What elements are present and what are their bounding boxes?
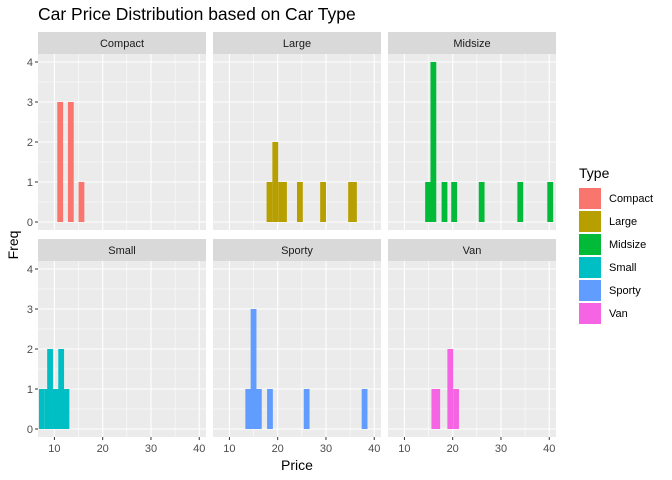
legend-label-large: Large	[609, 216, 637, 228]
bar-compact	[78, 182, 85, 222]
facet-strip	[213, 239, 381, 261]
bar-large	[281, 182, 287, 222]
facet-strip	[213, 32, 381, 54]
y-axis-title: Freq	[5, 231, 21, 260]
bar-midsize	[425, 182, 431, 222]
x-tick-label: 40	[543, 443, 555, 455]
x-tick-label: 10	[398, 443, 410, 455]
legend-title: Type	[579, 165, 610, 181]
y-tick-label: 1	[27, 384, 33, 396]
legend-key-compact	[579, 188, 601, 209]
facet-strip-label: Van	[463, 245, 482, 257]
legend-label-compact: Compact	[609, 193, 653, 205]
bar-small	[52, 389, 59, 429]
legend-key-van	[579, 303, 601, 324]
facet-strip-label: Compact	[100, 38, 144, 50]
bar-sporty	[303, 389, 310, 429]
x-tick-label: 10	[223, 443, 235, 455]
facet-strip	[388, 32, 556, 54]
bar-sporty	[267, 389, 273, 429]
facet-strip-label: Sporty	[281, 245, 313, 257]
legend-label-small: Small	[609, 262, 637, 274]
y-tick-label: 3	[27, 97, 33, 109]
bar-sporty	[255, 389, 262, 429]
y-tick-label: 2	[27, 344, 33, 356]
x-tick-label: 20	[447, 443, 459, 455]
y-tick-label: 4	[27, 57, 33, 69]
bar-small	[47, 349, 53, 429]
bar-midsize	[441, 182, 448, 222]
facet-strip-label: Midsize	[453, 38, 490, 50]
bar-midsize	[451, 182, 458, 222]
bar-midsize	[430, 62, 437, 222]
legend-key-small	[579, 257, 601, 278]
bar-sporty	[361, 389, 368, 429]
bar-midsize	[547, 182, 554, 222]
x-tick-label: 30	[320, 443, 332, 455]
facet-strip-label: Large	[283, 38, 311, 50]
facet-strip	[38, 239, 206, 261]
y-tick-label: 1	[27, 177, 33, 189]
y-tick-label: 3	[27, 304, 33, 316]
chart-title: Car Price Distribution based on Car Type	[38, 4, 356, 24]
legend-key-midsize	[579, 234, 601, 255]
bar-small	[38, 389, 45, 429]
bar-van	[453, 389, 459, 429]
facet-small: Small 0 1 2 3 4 10 20 30 40	[27, 239, 206, 455]
bar-sporty	[245, 389, 252, 429]
facet-midsize: Midsize	[388, 32, 556, 230]
bar-van	[434, 389, 441, 429]
bar-midsize	[517, 182, 524, 222]
facet-van: Van 10 20 30 40	[388, 239, 556, 455]
facet-compact: Compact 0 1 2 3 4	[27, 32, 206, 230]
facet-strip-label: Small	[108, 245, 136, 257]
bar-compact	[67, 102, 74, 222]
legend: Type Compact Large Midsize Small Sporty Van	[579, 165, 653, 324]
legend-label-midsize: Midsize	[609, 239, 646, 251]
x-tick-label: 10	[48, 443, 60, 455]
legend-label-van: Van	[609, 308, 628, 320]
bar-midsize	[478, 182, 485, 222]
bar-large	[297, 182, 303, 222]
bar-large	[272, 142, 279, 222]
x-tick-label: 30	[495, 443, 507, 455]
facet-sporty: Sporty 10 20 30 40	[213, 239, 381, 455]
y-tick-label: 0	[27, 424, 33, 436]
facet-large: Large	[213, 32, 381, 230]
x-tick-label: 20	[97, 443, 109, 455]
facet-strip	[38, 32, 206, 54]
legend-label-sporty: Sporty	[609, 285, 641, 297]
bar-large	[266, 182, 273, 222]
legend-key-large	[579, 211, 601, 232]
bar-small	[63, 389, 70, 429]
y-tick-label: 4	[27, 264, 33, 276]
x-tick-label: 40	[193, 443, 205, 455]
bar-sporty	[250, 309, 257, 429]
x-axis-title: Price	[281, 457, 313, 473]
bar-large	[320, 182, 326, 222]
bar-compact	[57, 102, 64, 222]
y-tick-label: 0	[27, 217, 33, 229]
x-tick-label: 30	[145, 443, 157, 455]
legend-key-sporty	[579, 280, 601, 301]
x-tick-label: 40	[368, 443, 380, 455]
facet-panels: Compact 0 1 2 3 4 Large Midsize Small 0 1 2 3 4 10 20 30…	[27, 32, 556, 455]
bar-van	[447, 349, 454, 429]
facet-strip	[388, 239, 556, 261]
bar-small	[58, 349, 65, 429]
x-tick-label: 20	[272, 443, 284, 455]
y-tick-label: 2	[27, 137, 33, 149]
bar-large	[351, 182, 357, 222]
